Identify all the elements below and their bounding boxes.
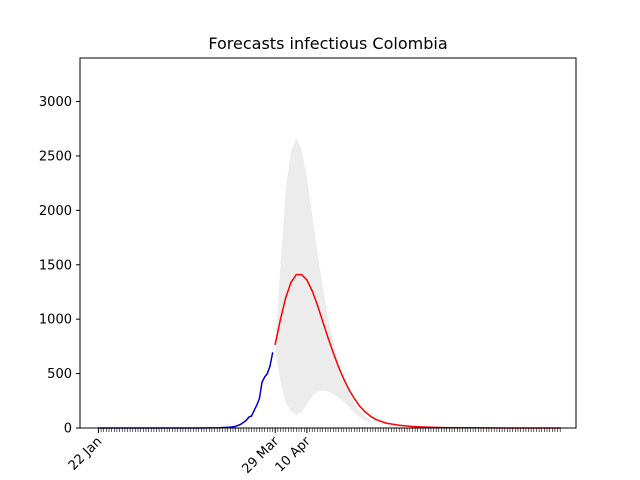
x-tick-label: 10 Apr <box>273 434 315 476</box>
series-1-point <box>316 304 319 306</box>
y-tick-label: 1000 <box>39 313 72 328</box>
series-0-point <box>256 404 258 406</box>
series-1-point <box>321 320 324 323</box>
series-0-point <box>253 409 255 412</box>
series-0-point <box>240 423 242 425</box>
y-tick-label: 500 <box>47 367 72 382</box>
chart-title: Forecasts infectious Colombia <box>208 34 447 53</box>
minor-tick-layer <box>98 428 561 432</box>
series-1-point <box>285 296 287 299</box>
series-1-point <box>353 397 356 400</box>
series-0-point <box>250 415 253 417</box>
series-0-point <box>245 419 247 422</box>
series-0-point <box>261 381 263 384</box>
series-1-point <box>369 415 371 417</box>
series-1-point <box>374 418 377 421</box>
series-1-point <box>290 281 292 283</box>
plot-frame <box>79 57 577 429</box>
series-line-0 <box>98 352 274 429</box>
x-tick-label: 22 Jan <box>66 434 105 473</box>
series-1-point <box>424 426 427 428</box>
series-0-point <box>263 376 266 378</box>
series-1-point <box>398 424 400 427</box>
series-0-point <box>248 416 250 418</box>
series-1-point <box>358 405 361 407</box>
confidence-band <box>275 138 371 423</box>
series-1-point <box>411 425 414 428</box>
series-1-point <box>337 366 340 368</box>
series-0-point <box>234 425 237 428</box>
series-1-point <box>385 422 387 424</box>
y-tick-label: 3000 <box>39 95 72 110</box>
series-1-point <box>332 352 335 354</box>
x-tick-label: 29 Mar <box>239 434 282 477</box>
y-tick-label: 0 <box>64 422 72 437</box>
y-tick-label: 1500 <box>39 258 72 273</box>
series-1-point <box>279 318 282 320</box>
y-tick-label: 2500 <box>39 149 72 164</box>
series-0-point <box>258 397 261 400</box>
series-1-point <box>327 336 329 339</box>
series-1-point <box>300 273 303 276</box>
series-1-point <box>274 343 276 345</box>
y-tick-label: 2000 <box>39 204 72 219</box>
series-1-point <box>364 410 366 413</box>
series-1-point <box>295 273 298 276</box>
confidence-band-layer <box>275 138 371 423</box>
series-0-point <box>271 352 274 354</box>
series-0-point <box>269 365 271 367</box>
series-0-point <box>229 426 232 428</box>
y-axis: 0 500 1000 1500 2000 2500 3000 <box>39 95 80 437</box>
series-1-point <box>306 279 308 281</box>
series-1-point <box>348 389 350 391</box>
series-1-point <box>343 378 345 380</box>
series-0-point <box>266 372 269 375</box>
series-1-point <box>311 290 313 292</box>
